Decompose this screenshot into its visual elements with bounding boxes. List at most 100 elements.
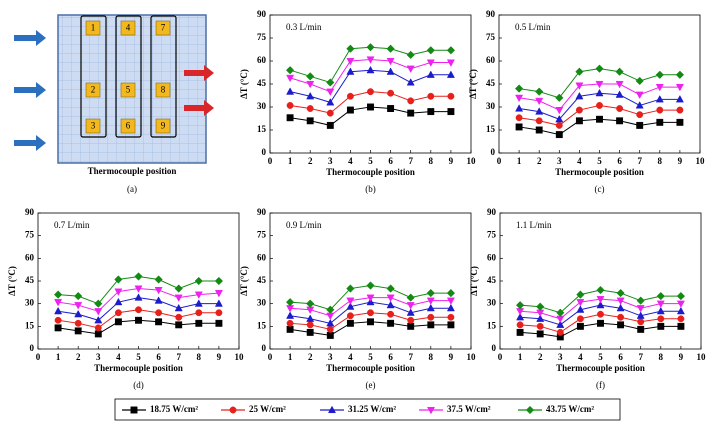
x-tick-label: 8 [197, 352, 202, 362]
y-tick-label: 90 [257, 9, 267, 19]
marker [446, 70, 455, 78]
x-tick-label: 9 [679, 352, 684, 362]
marker [346, 297, 355, 305]
marker [616, 303, 625, 312]
marker [387, 105, 395, 112]
x-tick-label: 0 [268, 352, 273, 362]
thermocouple [120, 82, 136, 98]
marker [326, 305, 335, 314]
channel [150, 15, 177, 138]
y-tick-label: 75 [257, 32, 267, 42]
marker [94, 324, 102, 332]
marker [135, 306, 142, 314]
diagram-xlabel: Thermocouple position [88, 166, 177, 176]
marker [134, 293, 143, 301]
x-tick-label: 3 [557, 156, 562, 166]
marker [636, 121, 644, 129]
x-tick-label: 3 [328, 352, 333, 362]
marker [406, 65, 415, 73]
x-tick-label: 10 [697, 352, 707, 362]
y-axis-label: ΔT (°C) [468, 69, 478, 99]
marker [655, 95, 664, 103]
marker [194, 299, 203, 307]
thermocouple-label: 2 [91, 85, 96, 95]
marker [74, 291, 83, 301]
marker [515, 114, 523, 122]
marker [597, 310, 604, 318]
marker [54, 324, 62, 332]
marker [637, 318, 645, 326]
annotation: 0.7 L/min [54, 220, 90, 230]
x-tick-label: 2 [537, 156, 542, 166]
marker [596, 300, 605, 309]
marker [386, 294, 395, 302]
marker [515, 94, 524, 103]
y-tick-label: 60 [486, 55, 496, 65]
channel [115, 15, 142, 138]
marker [656, 300, 665, 308]
thermocouple-label: 3 [91, 121, 96, 131]
x-tick-label: 8 [429, 156, 434, 166]
marker [346, 44, 355, 53]
marker [286, 87, 295, 95]
marker [536, 302, 545, 311]
y-tick-label: 0 [262, 147, 267, 157]
marker [636, 305, 645, 313]
x-tick-label: 5 [598, 352, 603, 362]
marker [94, 330, 102, 338]
marker [286, 74, 295, 83]
marker [596, 115, 603, 123]
marker [326, 109, 334, 117]
marker [54, 306, 63, 315]
marker [657, 322, 665, 330]
thermocouple-label: 9 [161, 121, 166, 131]
thermocouple-label: 6 [126, 121, 131, 131]
marker [675, 95, 684, 103]
x-tick-label: 7 [638, 352, 643, 362]
marker [306, 328, 314, 336]
annotation: 0.9 L/min [286, 220, 322, 230]
marker [346, 106, 354, 114]
marker [556, 328, 564, 336]
marker [306, 299, 315, 308]
marker [516, 328, 524, 336]
marker [636, 311, 645, 319]
marker [175, 313, 183, 321]
panel-caption: (d) [133, 380, 144, 390]
x-tick-label: 1 [518, 352, 523, 362]
marker [386, 44, 395, 53]
y-tick-label: 45 [25, 275, 35, 285]
marker [676, 300, 685, 308]
y-tick-label: 90 [25, 207, 35, 217]
y-tick-label: 60 [257, 55, 267, 65]
marker [154, 275, 163, 284]
marker [426, 59, 435, 67]
marker [426, 297, 435, 305]
thermocouple [155, 118, 171, 134]
marker [174, 284, 183, 293]
inlet-arrows [14, 30, 46, 151]
marker [616, 117, 624, 125]
marker [346, 302, 355, 310]
marker [516, 321, 524, 329]
marker [556, 308, 565, 317]
y-axis-label: ΔT (°C) [239, 266, 249, 296]
x-tick-label: 2 [308, 156, 313, 166]
x-tick-label: 5 [368, 352, 373, 362]
marker [576, 315, 584, 323]
marker [154, 296, 163, 304]
marker [326, 331, 334, 339]
marker [635, 76, 644, 86]
marker [407, 97, 415, 105]
marker [656, 306, 665, 315]
marker [214, 299, 223, 307]
x-tick-label: 0 [497, 156, 502, 166]
legend-label: 18.75 W/cm² [150, 404, 198, 414]
x-tick-label: 6 [618, 352, 623, 362]
marker [556, 320, 565, 328]
